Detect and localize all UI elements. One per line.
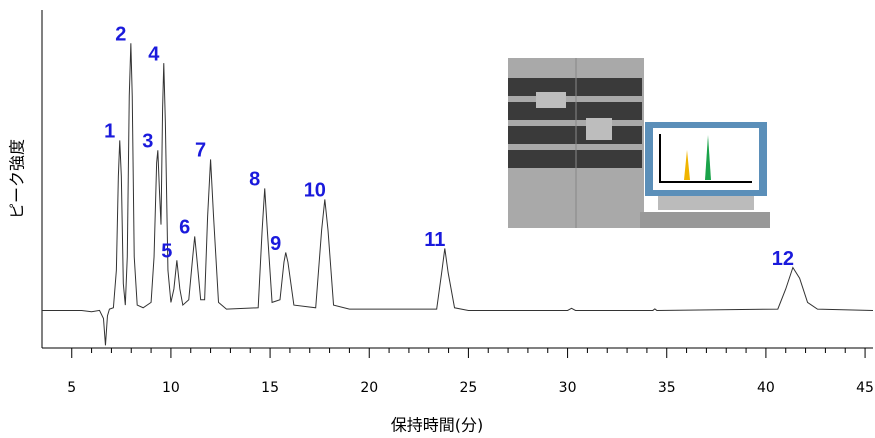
peak-label: 11 (424, 229, 445, 251)
hplc-icon (508, 58, 770, 228)
x-tick-label: 5 (67, 380, 76, 396)
peak-label: 2 (115, 24, 126, 46)
x-tick-label: 25 (459, 380, 477, 396)
x-axis-label: 保持時間(分) (391, 416, 484, 435)
y-axis-label: ピーク強度 (8, 139, 27, 219)
chart: 保持時間(分) ピーク強度 51015202530354045123456789… (0, 0, 875, 438)
peak-label: 1 (104, 121, 115, 143)
x-tick-label: 20 (360, 380, 378, 396)
peak-label: 8 (249, 169, 260, 191)
peak-label: 6 (179, 217, 190, 239)
peak-label: 10 (304, 180, 326, 202)
peak-label: 9 (270, 233, 281, 255)
peak-label: 3 (142, 131, 153, 153)
peak-label: 7 (195, 140, 206, 162)
peak-label: 12 (772, 248, 794, 270)
x-tick-label: 15 (261, 380, 279, 396)
x-tick-label: 10 (162, 380, 180, 396)
x-tick-label: 40 (757, 380, 775, 396)
peak-label: 4 (148, 43, 160, 65)
x-tick-label: 45 (856, 380, 874, 396)
peak-label: 5 (161, 241, 172, 263)
x-tick-label: 30 (559, 380, 577, 396)
x-tick-label: 35 (658, 380, 676, 396)
